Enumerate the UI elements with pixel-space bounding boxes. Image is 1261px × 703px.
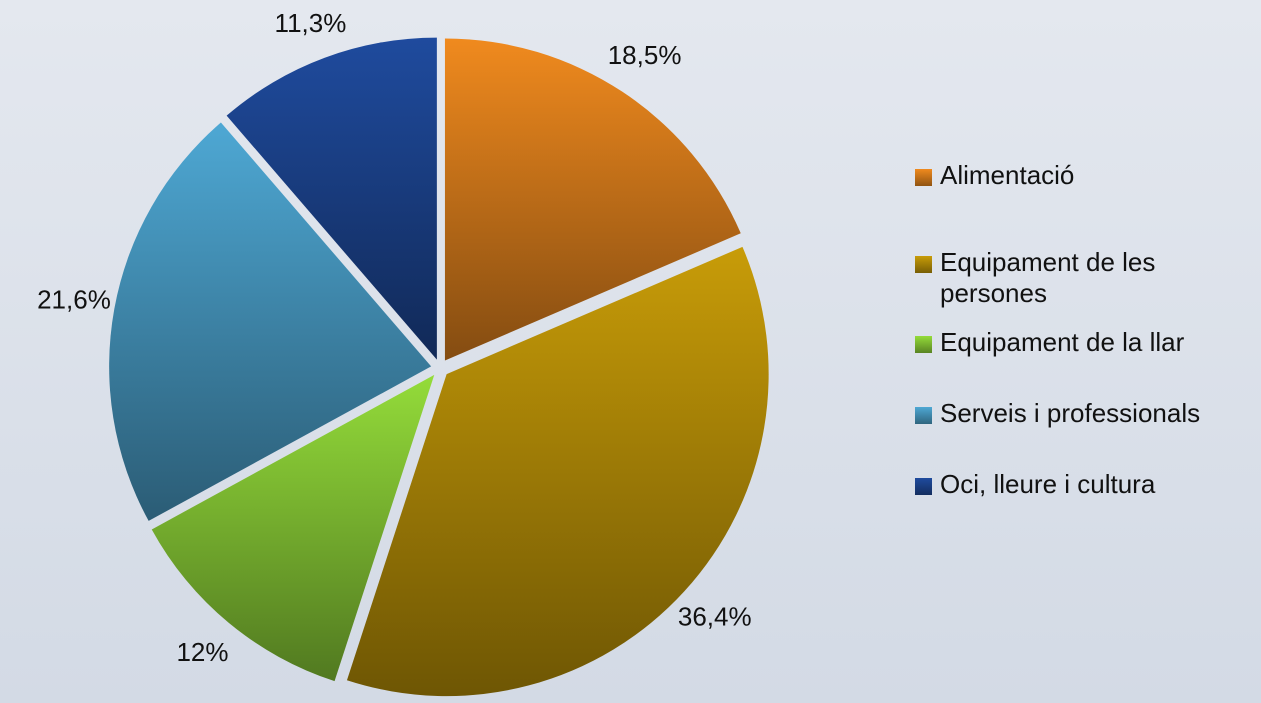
- legend-label: Alimentació: [940, 160, 1075, 190]
- legend-label: Equipament de les persones: [940, 247, 1156, 308]
- legend-swatch: [915, 169, 932, 186]
- pie-slice: [346, 246, 769, 697]
- data-label: 11,3%: [275, 8, 347, 38]
- legend-swatch: [915, 256, 932, 273]
- pie-slice: [226, 37, 437, 360]
- data-label: 12%: [176, 637, 228, 667]
- chart: 18,5% 36,4% 12% 21,6% 11,3%: [37, 8, 769, 697]
- legend-label: Oci, lleure i cultura: [940, 469, 1156, 499]
- legend: Alimentació Equipament de les persones Equ…: [915, 160, 1255, 500]
- pie-slice: [444, 38, 741, 361]
- data-label: 21,6%: [37, 284, 111, 314]
- data-label: 36,4%: [678, 602, 752, 632]
- legend-entry: Equipament de les persones: [915, 247, 1255, 309]
- legend-swatch: [915, 407, 932, 424]
- legend-label: Equipament de la llar: [940, 327, 1185, 357]
- legend-entry: Equipament de la llar: [915, 327, 1255, 358]
- pie-slice: [151, 374, 435, 682]
- pie-slice: [109, 122, 432, 521]
- data-label: 18,5%: [608, 40, 682, 70]
- legend-swatch: [915, 336, 932, 353]
- legend-label: Serveis i professionals: [940, 398, 1201, 428]
- legend-swatch: [915, 478, 932, 495]
- legend-entry: Alimentació: [915, 160, 1255, 191]
- legend-entry: Serveis i professionals: [915, 398, 1255, 429]
- legend-entry: Oci, lleure i cultura: [915, 469, 1255, 500]
